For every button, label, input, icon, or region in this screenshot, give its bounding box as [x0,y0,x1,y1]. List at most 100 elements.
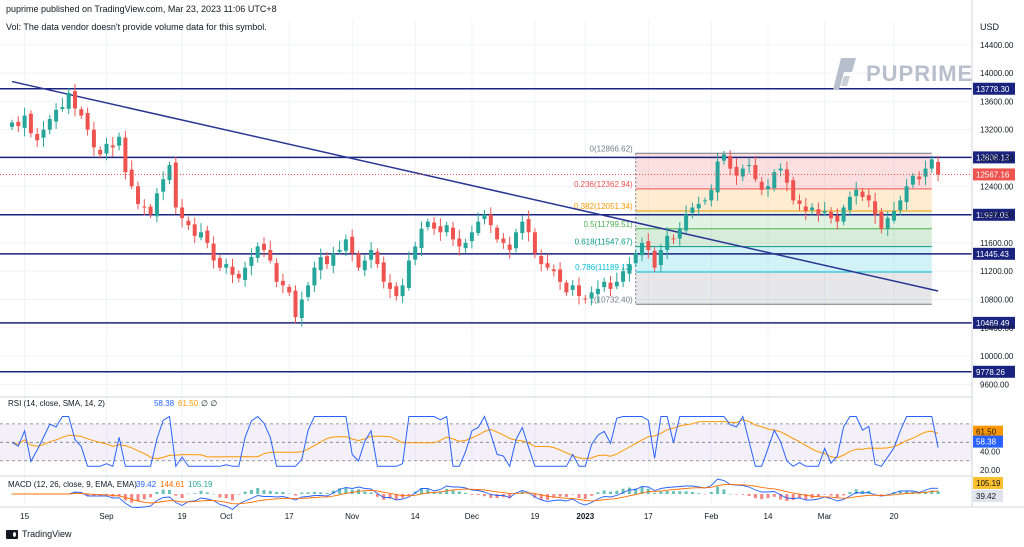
candle-body [419,228,424,249]
price-level-label: 12808.13 [976,153,1010,162]
brand-name: PUPRIME [866,61,974,86]
price-tick-label: 13600.00 [980,97,1014,106]
macd-histogram-bar [243,491,247,494]
candle-body [507,244,512,250]
macd-line [12,478,939,511]
candle-body [85,112,90,130]
macd-histogram-bar [136,494,140,502]
macd-histogram-bar [798,494,801,499]
candle-body [671,238,676,240]
candle-body [60,107,65,110]
macd-legend-label[interactable]: MACD (12, 26, close, 9, EMA, EMA) [8,480,137,489]
macd-histogram-bar [716,486,720,494]
macd-histogram-bar [804,494,808,500]
price-tick-label: 12000.00 [980,211,1014,220]
macd-histogram-bar [571,494,575,495]
candle-body [299,299,304,319]
macd-histogram-bar [161,489,165,494]
candle-body [325,256,329,265]
tradingview-footer[interactable]: TradingView [6,529,72,539]
macd-histogram-bar [394,494,398,500]
macd-histogram-bar [766,494,770,499]
candle-body [583,298,588,300]
trendline[interactable] [11,80,939,292]
candle-body [343,239,348,251]
macd-histogram-bar [350,489,354,494]
macd-histogram-bar [287,493,291,495]
candle-body [394,286,399,296]
macd-histogram-bar [193,493,197,494]
candle-body [784,169,789,183]
macd-histogram-bar [325,493,329,494]
fib-level-label: 0.382(12051.34) [574,202,633,211]
macd-histogram-bar [483,494,486,497]
candle-body [54,109,59,122]
macd-histogram-bar [879,494,883,495]
candles [10,83,941,327]
candle-body [501,238,506,243]
macd-histogram-bar [703,494,707,495]
candle-body [148,206,153,215]
candle-body [772,172,777,188]
rsi-ma-line [11,419,939,460]
macd-legend-signal: 144.61 [160,480,185,489]
candle-body [230,266,235,275]
candle-body [375,251,380,265]
macd-histogram-bar [375,494,379,497]
candle-body [413,246,418,260]
candle-body [614,281,619,287]
puprime-logo-icon [833,58,856,90]
rsi-axis-label: 20.00 [980,466,1001,475]
candle-body [400,285,405,296]
candle-body [816,209,821,215]
macd-histogram-bar [816,494,820,497]
candle-body [696,203,701,209]
time-tick-label: Sep [99,512,114,521]
macd-histogram-bar [451,490,455,494]
candle-body [236,273,241,279]
candle-body [810,207,815,211]
candle-body [766,186,770,189]
candle-body [425,221,430,228]
candle-body [860,191,865,197]
candle-body [381,262,386,282]
time-tick-label: Mar [818,512,832,521]
macd-panel[interactable]: 105.19 39.42 [10,477,1004,511]
macd-histogram-bar [149,494,153,498]
rsi-legend-label[interactable]: RSI (14, close, SMA, 14, 2) [8,399,105,408]
candle-body [249,257,254,266]
fib-zone [635,246,932,272]
fib-level-label: 0.236(12362.94) [574,180,633,189]
macd-legend-hist: 105.19 [188,480,213,489]
macd-histogram-bar [407,494,411,496]
candle-body [803,206,808,212]
candle-body [740,168,745,177]
macd-histogram-bar [672,491,675,494]
candle-body [331,253,336,266]
macd-histogram-bar [445,488,449,494]
candle-body [847,196,852,211]
price-level-tag [973,82,1015,95]
candle-body [841,207,846,222]
time-tick-label: 14 [764,512,773,521]
macd-histogram-bar [476,494,480,496]
candle-body [577,285,581,296]
descending-trendline[interactable] [11,80,939,292]
time-tick-label: 20 [890,512,899,521]
horizontal-levels[interactable]: 13778.30 12808.13 11997.05 11445.43 10469.49… [0,82,1015,378]
time-tick-label: Dec [465,512,479,521]
time-tick-label: Oct [220,512,233,521]
candle-body [268,249,273,261]
candle-body [451,227,455,240]
macd-histogram-bar [495,494,499,499]
candle-body [709,189,714,201]
price-axis[interactable]: 14400.00 14000.00 13600.00 13200.00 12800.00… [980,41,1014,390]
price-level-label: 9778.26 [976,368,1005,377]
candle-body [747,165,752,167]
time-axis[interactable]: 15 Sep 19 Oct 17 Nov 14 Dec 19 2023 17 Feb 14 Mar 20 [20,512,899,521]
macd-histogram-bar [489,494,493,498]
macd-histogram-bar [886,493,890,495]
macd-histogram-bar [678,491,682,494]
